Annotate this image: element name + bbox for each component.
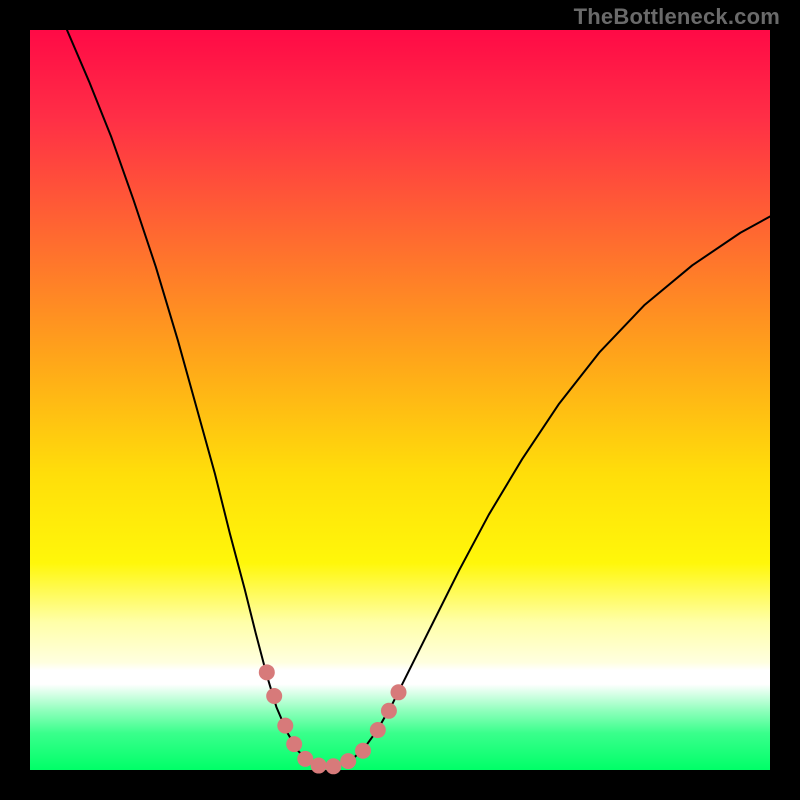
curve-marker xyxy=(325,758,341,774)
curve-marker xyxy=(266,688,282,704)
bottleneck-chart xyxy=(0,0,800,800)
curve-marker xyxy=(277,718,293,734)
curve-marker xyxy=(381,703,397,719)
curve-marker xyxy=(391,684,407,700)
curve-marker xyxy=(340,753,356,769)
curve-marker xyxy=(286,736,302,752)
curve-marker xyxy=(355,743,371,759)
plot-background xyxy=(30,30,770,770)
curve-marker xyxy=(370,722,386,738)
curve-marker xyxy=(259,664,275,680)
outer-frame: TheBottleneck.com xyxy=(0,0,800,800)
watermark-text: TheBottleneck.com xyxy=(574,4,780,30)
curve-marker xyxy=(311,758,327,774)
